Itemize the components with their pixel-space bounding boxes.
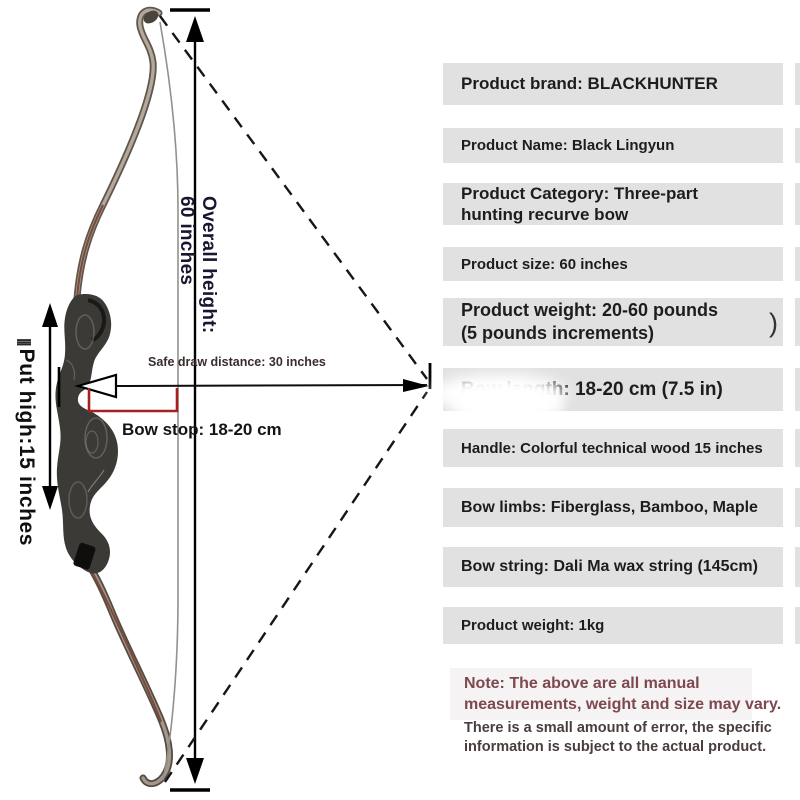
gutter — [783, 607, 795, 644]
spec-box-product-weight: Product weight: 1kg — [443, 607, 783, 644]
put-high-label: ||| Put high:15 inches — [14, 338, 38, 546]
box-edge-sliver — [795, 429, 800, 467]
put-high-dimension — [42, 303, 58, 510]
box-edge-sliver — [795, 183, 800, 225]
gutter — [783, 63, 795, 105]
gutter — [783, 368, 795, 411]
spec-row-product-weight: Product weight: 1kg — [443, 607, 800, 644]
bow-string — [159, 21, 179, 781]
spec-row-draw-weight: Product weight: 20-60 pounds (5 pounds i… — [443, 298, 800, 346]
spec-box-draw-weight: Product weight: 20-60 pounds (5 pounds i… — [443, 298, 783, 346]
spec-box-product-name: Product Name: Black Lingyun — [443, 128, 783, 163]
box-edge-sliver — [795, 247, 800, 281]
gutter — [783, 128, 795, 163]
spec-row-product-name: Product Name: Black Lingyun — [443, 128, 800, 163]
note-body: There is a small amount of error, the sp… — [464, 720, 772, 755]
note-background — [450, 668, 752, 720]
overall-height-line1: Overall height: — [198, 196, 219, 334]
box-edge-sliver — [795, 368, 800, 411]
bow-riser — [55, 293, 118, 574]
spec-box-product-brand: Product brand: BLACKHUNTER — [443, 63, 783, 105]
overall-height-line2: 60 inches — [176, 196, 197, 286]
gutter — [783, 183, 795, 225]
spec-box-bow-string: Bow string: Dali Ma wax string (145cm) — [443, 547, 783, 587]
bow-stop-label: Bow stop: 18-20 cm — [122, 420, 282, 439]
safe-draw-distance-label: Safe draw distance: 30 inches — [148, 355, 326, 369]
spec-box-product-size: Product size: 60 inches — [443, 247, 783, 281]
gutter — [783, 247, 795, 281]
draw-distance-arrow — [57, 363, 432, 407]
overall-height-dimension — [170, 8, 210, 792]
overall-height-label: Overall height: 60 inches — [175, 196, 219, 334]
box-edge-sliver — [795, 63, 800, 105]
note-title: Note: The above are all manual measureme… — [464, 675, 782, 713]
bow-upper-limb — [73, 6, 163, 302]
box-edge-sliver — [795, 298, 800, 346]
decorative-strokes-glyph: ||| — [16, 338, 33, 345]
bow-lower-limb — [82, 556, 173, 788]
bow-diagram-artwork — [42, 6, 432, 792]
right-arrowhead — [403, 379, 429, 392]
spec-box-handle: Handle: Colorful technical wood 15 inche… — [443, 429, 783, 467]
spec-row-product-size: Product size: 60 inches — [443, 247, 800, 281]
white-smudge — [452, 392, 564, 418]
box-edge-sliver — [795, 607, 800, 644]
box-edge-sliver — [795, 547, 800, 587]
gutter — [783, 488, 795, 527]
spec-row-product-category: Product Category: Three-part hunting rec… — [443, 183, 800, 225]
spec-row-handle: Handle: Colorful technical wood 15 inche… — [443, 429, 800, 467]
spec-row-product-brand: Product brand: BLACKHUNTER — [443, 63, 800, 105]
spec-row-bow-string: Bow string: Dali Ma wax string (145cm) — [443, 547, 800, 587]
box-edge-sliver — [795, 488, 800, 527]
gutter — [783, 547, 795, 587]
spec-box-bow-limbs: Bow limbs: Fiberglass, Bamboo, Maple — [443, 488, 783, 527]
bow-stop-bracket — [87, 388, 179, 413]
gutter — [783, 298, 795, 346]
gutter — [783, 429, 795, 467]
spec-row-bow-limbs: Bow limbs: Fiberglass, Bamboo, Maple — [443, 488, 800, 527]
draw-dashed-lines — [159, 15, 428, 783]
stray-parenthesis: ) — [769, 308, 778, 338]
box-edge-sliver — [795, 128, 800, 163]
spec-box-product-category: Product Category: Three-part hunting rec… — [443, 183, 783, 225]
put-high-text: Put high:15 inches — [15, 348, 38, 547]
left-arrowhead — [74, 373, 118, 399]
